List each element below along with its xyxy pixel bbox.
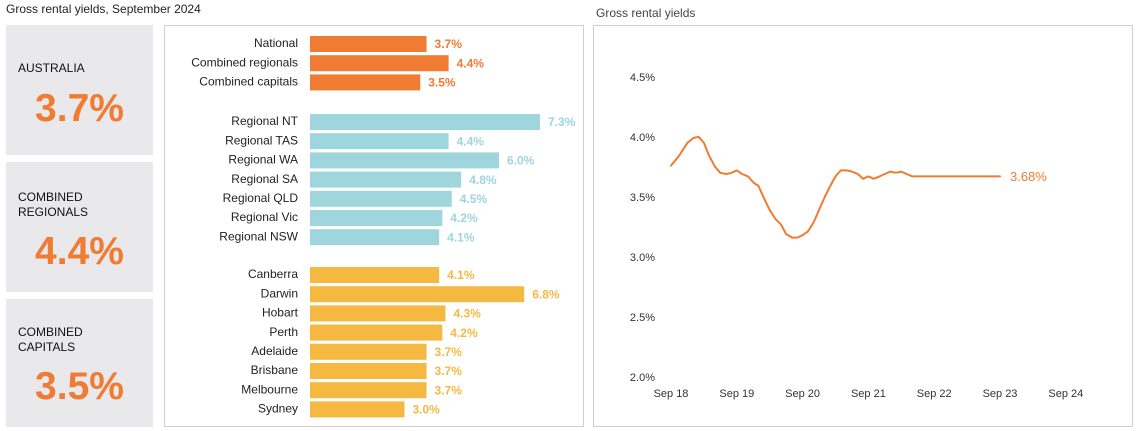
- y-tick-label: 3.0%: [630, 252, 655, 264]
- series-end-label: 3.68%: [1010, 169, 1047, 184]
- bar-value-label: 4.8%: [469, 173, 497, 187]
- bar: [310, 286, 525, 303]
- bar-category-label: Regional TAS: [225, 133, 298, 147]
- kpi-label: COMBINED REGIONALS: [18, 190, 88, 220]
- bar: [310, 401, 405, 418]
- bar-category-label: Regional WA: [228, 153, 298, 167]
- bar-value-label: 4.1%: [447, 230, 475, 244]
- x-tick-label: Sep 23: [983, 388, 1018, 400]
- bar-value-label: 7.3%: [548, 115, 576, 129]
- y-tick-label: 3.5%: [630, 192, 655, 204]
- bar: [310, 152, 499, 169]
- kpi-label-line: COMBINED: [18, 325, 83, 339]
- bar-value-label: 3.0%: [413, 403, 441, 417]
- bar-category-label: Regional SA: [231, 172, 298, 186]
- bar: [310, 74, 421, 91]
- bar: [310, 229, 440, 246]
- kpi-value: 4.4%: [35, 230, 124, 273]
- bar: [310, 133, 449, 150]
- kpi-australia: AUSTRALIA 3.7%: [6, 25, 153, 155]
- bar-value-label: 3.7%: [435, 383, 463, 397]
- kpi-value: 3.7%: [35, 87, 124, 130]
- series-line: [670, 135, 1001, 239]
- bar-value-label: 3.7%: [435, 364, 463, 378]
- x-tick-label: Sep 24: [1048, 388, 1083, 400]
- bar-category-label: Melbourne: [241, 382, 298, 396]
- kpi-combined-capitals: COMBINED CAPITALS 3.5%: [6, 299, 153, 427]
- bar-value-label: 4.4%: [457, 56, 485, 70]
- bar: [310, 171, 462, 188]
- bar-category-label: Regional QLD: [223, 191, 299, 205]
- kpi-label-line: AUSTRALIA: [18, 61, 85, 75]
- main-title: Gross rental yields, September 2024: [6, 2, 201, 16]
- bar-category-label: Canberra: [248, 267, 298, 281]
- bar: [310, 305, 446, 322]
- x-tick-label: Sep 18: [654, 388, 689, 400]
- bar-category-label: National: [254, 36, 298, 50]
- y-tick-label: 4.5%: [630, 72, 655, 84]
- bar-chart: National 3.7% Combined regionals 4.4% Combin…: [191, 36, 576, 418]
- bar-category-label: Combined regionals: [191, 55, 298, 69]
- x-tick-label: Sep 19: [719, 388, 754, 400]
- bar-category-label: Regional NSW: [219, 229, 298, 243]
- bar-category-label: Brisbane: [251, 363, 299, 377]
- kpi-label-line: REGIONALS: [18, 205, 89, 219]
- bar: [310, 267, 440, 283]
- bar: [310, 114, 540, 130]
- bar-value-label: 4.3%: [453, 307, 481, 321]
- bar: [310, 363, 427, 379]
- kpi-label-line: COMBINED: [18, 190, 83, 204]
- bar-chart-panel: National 3.7% Combined regionals 4.4% Combin…: [164, 25, 584, 427]
- line-chart-title: Gross rental yields: [596, 6, 696, 20]
- kpi-label-line: CAPITALS: [18, 340, 76, 354]
- bar-category-label: Darwin: [261, 286, 298, 300]
- bar: [310, 190, 452, 207]
- bar-category-label: Adelaide: [251, 344, 298, 358]
- bar-value-label: 4.2%: [450, 211, 478, 225]
- bar: [310, 382, 427, 399]
- kpi-label: AUSTRALIA: [18, 61, 85, 76]
- line-chart: 2.0% 2.5% 3.0% 3.5% 4.0% 4.5% Sep 18 Sep 19 Sep …: [630, 72, 1083, 400]
- bar-category-label: Regional Vic: [231, 210, 298, 224]
- bar-value-label: 4.2%: [450, 326, 478, 340]
- bar-value-label: 6.8%: [532, 287, 560, 301]
- y-tick-label: 4.0%: [630, 132, 655, 144]
- bar-value-label: 3.7%: [435, 37, 463, 51]
- kpi-value: 3.5%: [35, 365, 124, 408]
- x-tick-label: Sep 21: [851, 388, 886, 400]
- bar-category-label: Perth: [269, 325, 298, 339]
- bar-category-label: Sydney: [258, 402, 298, 416]
- bar: [310, 343, 427, 360]
- bar-value-label: 3.5%: [428, 76, 456, 90]
- bar-value-label: 4.4%: [457, 134, 485, 148]
- bar-value-label: 4.1%: [447, 268, 475, 282]
- kpi-label: COMBINED CAPITALS: [18, 325, 83, 355]
- x-tick-label: Sep 20: [785, 388, 820, 400]
- bar-value-label: 3.7%: [435, 345, 463, 359]
- y-tick-label: 2.0%: [630, 372, 655, 384]
- bar-category-label: Hobart: [262, 306, 299, 320]
- kpi-combined-regionals: COMBINED REGIONALS 4.4%: [6, 162, 153, 292]
- y-tick-label: 2.5%: [630, 312, 655, 324]
- bar-value-label: 4.5%: [460, 192, 488, 206]
- bar: [310, 55, 449, 72]
- bar-category-label: Regional NT: [231, 114, 298, 128]
- x-tick-label: Sep 22: [917, 388, 952, 400]
- line-chart-panel: 2.0% 2.5% 3.0% 3.5% 4.0% 4.5% Sep 18 Sep 19 Sep …: [593, 25, 1133, 427]
- bar: [310, 210, 443, 226]
- bar: [310, 36, 427, 52]
- bar: [310, 324, 443, 341]
- bar-category-label: Combined capitals: [199, 75, 298, 89]
- bar-value-label: 6.0%: [507, 154, 535, 168]
